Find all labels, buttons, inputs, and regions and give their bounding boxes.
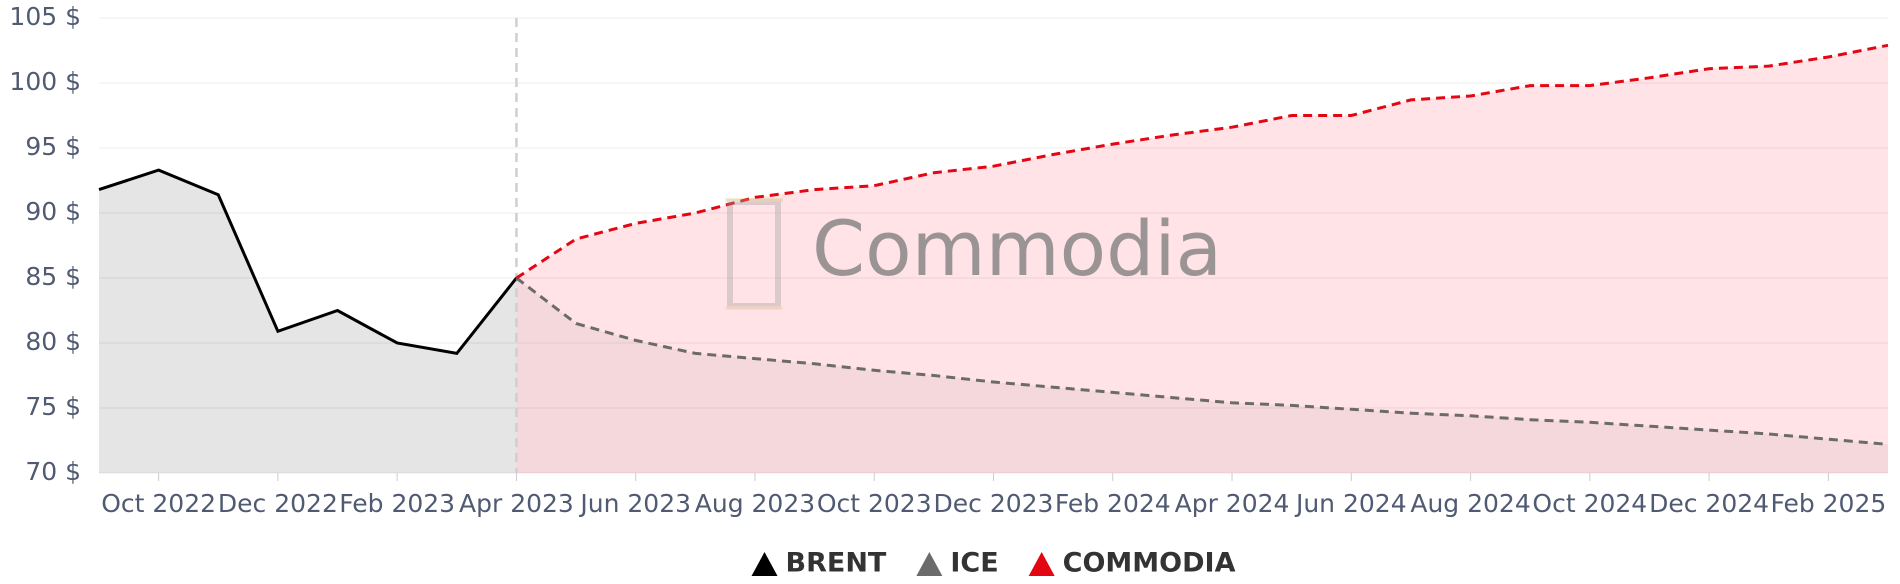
series-area: [516, 278, 1888, 473]
x-tick-label: Feb 2025: [1770, 489, 1886, 518]
x-tick-label: Apr 2023: [459, 489, 574, 518]
x-tick-label: Oct 2024: [1532, 489, 1647, 518]
x-tick-label: Dec 2024: [1649, 489, 1769, 518]
series-line: [98, 168, 518, 356]
x-tick-label: Dec 2022: [218, 489, 338, 518]
y-tick-label: 70 $: [25, 457, 81, 486]
y-tick-label: 80 $: [25, 327, 81, 356]
plot: [98, 17, 1889, 481]
x-tick-label: Jun 2024: [1294, 489, 1407, 518]
legend-label: ICE: [950, 548, 998, 579]
series-area: [516, 45, 1888, 474]
y-tick-label: 105 $: [9, 2, 81, 31]
x-tick-label: Aug 2024: [1410, 489, 1530, 518]
x-tick-label: Dec 2023: [934, 489, 1054, 518]
x-tick-label: Jun 2023: [578, 489, 691, 518]
x-tick-label: Apr 2024: [1175, 489, 1290, 518]
legend-label: COMMODIA: [1063, 548, 1236, 579]
series-line: [515, 276, 1889, 446]
legend-label: BRENT: [786, 548, 887, 579]
series-line: [515, 43, 1889, 280]
legend-marker: [751, 552, 778, 576]
legend-marker: [1028, 552, 1055, 576]
legend-marker: [916, 552, 943, 576]
legend: BRENT ICE COMMODIA: [751, 548, 1236, 579]
x-tick-label: Aug 2023: [695, 489, 815, 518]
y-tick-label: 75 $: [25, 392, 81, 421]
watermark: Commodia: [812, 204, 1222, 293]
x-tick-label: Feb 2023: [339, 489, 455, 518]
y-tick-label: 95 $: [25, 132, 81, 161]
watermark-icon: [725, 198, 783, 310]
x-tick-label: Oct 2022: [101, 489, 216, 518]
x-tick-label: Feb 2024: [1055, 489, 1171, 518]
y-tick-label: 100 $: [9, 67, 81, 96]
y-tick-label: 85 $: [25, 262, 81, 291]
x-tick-label: Oct 2023: [817, 489, 932, 518]
y-tick-label: 90 $: [25, 197, 81, 226]
